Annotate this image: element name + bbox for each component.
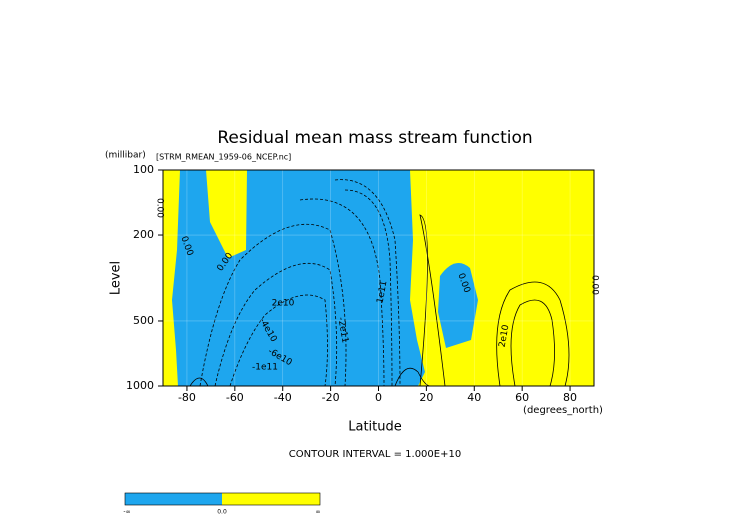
x-tick-label: 40 [467,391,481,404]
x-tick-label: -40 [274,391,292,404]
x-tick-label: 80 [563,391,577,404]
y-tick-label: 100 [133,163,154,176]
y-unit: (millibar) [105,151,146,161]
contour-label: 1e11 [376,280,390,304]
contour-label: -1e11 [252,363,278,373]
colorbar-label: 0.0 [217,509,227,516]
x-unit: (degrees_north) [523,405,603,416]
plot-area [163,169,594,387]
contour-interval-note: CONTOUR INTERVAL = 1.000E+10 [289,449,461,460]
x-axis-label: Latitude [348,420,402,435]
x-tick-label: -60 [226,391,244,404]
contour-label: 0.00 [590,275,600,295]
colorbar-label: ∞ [316,509,321,516]
colorbar-frame [124,492,321,506]
contour-lines [189,179,570,387]
colorbar-label: -∞ [123,509,130,516]
subtitle: [STRM_RMEAN_1959-06_NCEP.nc] [156,153,291,162]
x-tick-label: 60 [515,391,529,404]
colorbar-positive [222,493,320,505]
negative-region [172,170,425,386]
contour-label: 2e10 [498,324,512,348]
colorbar-negative [125,493,222,505]
y-tick-label: 500 [133,314,154,327]
contour-label: -2e11 [335,316,349,343]
x-tick-label: -20 [322,391,340,404]
contour-label: 0.00 [155,198,165,218]
contour-label: 2e10 [272,299,295,309]
colorbar [124,492,321,506]
x-tick-label: -80 [178,391,196,404]
y-axis-label: Level [109,261,124,295]
x-tick-label: 20 [419,391,433,404]
y-tick-label: 200 [133,228,154,241]
negative-region [438,263,478,348]
chart-title: Residual mean mass stream function [217,128,532,148]
x-tick-label: 0 [375,391,382,404]
y-tick-label: 1000 [126,379,154,392]
